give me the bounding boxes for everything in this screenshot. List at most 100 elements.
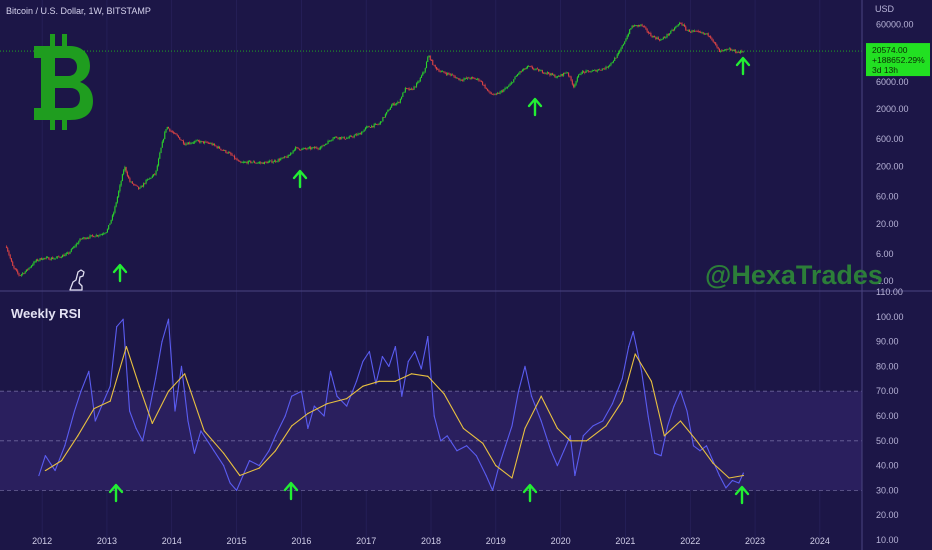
- candle-body: [420, 75, 423, 78]
- candle-body: [331, 139, 333, 141]
- price-candle: [656, 36, 658, 40]
- price-candle: [341, 136, 343, 140]
- price-candle: [435, 66, 438, 71]
- price-candle: [484, 83, 486, 89]
- price-candle: [495, 92, 497, 96]
- rsi-point: [466, 445, 468, 447]
- price-candle: [225, 149, 227, 154]
- candle-body: [39, 258, 41, 261]
- price-candle: [209, 142, 211, 145]
- rsi-point: [563, 450, 565, 452]
- candle-body: [667, 34, 669, 36]
- price-candle: [317, 147, 319, 151]
- price-candle: [230, 151, 232, 156]
- candle-body: [393, 103, 395, 106]
- price-candle: [565, 71, 567, 74]
- x-tick-label: 2022: [680, 536, 700, 546]
- price-candle: [312, 146, 314, 149]
- price-candle: [620, 47, 622, 52]
- candle-body: [578, 74, 580, 78]
- price-candle: [116, 196, 118, 204]
- candle-body: [482, 81, 484, 85]
- price-candle: [231, 152, 233, 157]
- candle-body: [189, 142, 191, 144]
- price-candle: [508, 84, 510, 88]
- candle-body: [95, 235, 97, 237]
- rsi-point: [274, 435, 277, 437]
- candle-body: [27, 269, 29, 271]
- candle-body: [478, 78, 480, 81]
- candle-body: [232, 155, 234, 157]
- candle-body: [660, 39, 662, 41]
- price-candle: [635, 25, 637, 27]
- rsi-point: [54, 469, 56, 472]
- candle-body: [474, 78, 476, 80]
- price-candle: [430, 59, 433, 61]
- rsi-ma-point: [524, 427, 526, 429]
- rsi-ma-point: [362, 385, 364, 387]
- price-candle: [475, 78, 477, 80]
- rsi-point: [116, 326, 118, 328]
- rsi-point: [712, 460, 714, 462]
- candle-body: [428, 55, 430, 58]
- price-candle: [597, 69, 600, 71]
- candle-body: [672, 29, 674, 31]
- candle-body: [494, 93, 496, 95]
- candle-body: [564, 72, 566, 74]
- candle-body: [5, 246, 8, 248]
- price-candle: [662, 36, 664, 40]
- candle-body: [281, 157, 283, 159]
- price-candle: [610, 62, 612, 67]
- candle-body: [459, 79, 461, 81]
- candle-body: [711, 38, 713, 40]
- price-candle: [706, 33, 708, 35]
- price-candle: [513, 79, 515, 83]
- rsi-y-tick-label: 110.00: [876, 287, 903, 297]
- candle-body: [438, 69, 440, 72]
- candle-body: [240, 161, 242, 163]
- rsi-point: [679, 390, 682, 392]
- candle-body: [300, 149, 302, 151]
- candle-body: [518, 73, 520, 75]
- price-candle: [119, 184, 121, 193]
- price-candle: [49, 258, 51, 261]
- price-candle: [80, 238, 82, 240]
- candle-body: [55, 257, 57, 259]
- candle-body: [111, 215, 113, 220]
- candle-body: [154, 174, 156, 175]
- candle-body: [391, 105, 393, 108]
- price-candle: [271, 159, 273, 164]
- price-candle: [555, 75, 557, 79]
- price-candle: [247, 160, 249, 165]
- rsi-point: [141, 440, 144, 442]
- price-candle: [145, 179, 147, 185]
- candle-body: [722, 50, 724, 51]
- price-candle: [642, 25, 644, 28]
- price-candle: [526, 65, 529, 70]
- price-candle: [585, 69, 587, 74]
- candle-body: [381, 121, 383, 123]
- price-candle: [33, 260, 35, 266]
- rsi-point: [193, 452, 196, 454]
- candle-body: [561, 74, 563, 76]
- price-candle: [34, 260, 36, 263]
- candle-body: [136, 185, 138, 187]
- price-candle: [260, 161, 262, 165]
- rsi-point: [446, 435, 448, 437]
- price-candle: [705, 33, 707, 35]
- candle-body: [485, 88, 487, 89]
- price-candle: [529, 65, 531, 68]
- candle-body: [634, 25, 636, 27]
- candle-body: [124, 167, 126, 171]
- rsi-ma-point: [239, 474, 241, 477]
- candle-body: [68, 252, 70, 254]
- price-candle: [108, 224, 110, 230]
- price-candle: [287, 154, 289, 158]
- candle-body: [20, 274, 22, 276]
- candle-body: [116, 196, 118, 203]
- rsi-point: [323, 415, 325, 417]
- price-candle: [311, 146, 313, 150]
- price-candle: [91, 234, 94, 238]
- candle-body: [712, 39, 714, 42]
- rsi-point: [355, 380, 358, 382]
